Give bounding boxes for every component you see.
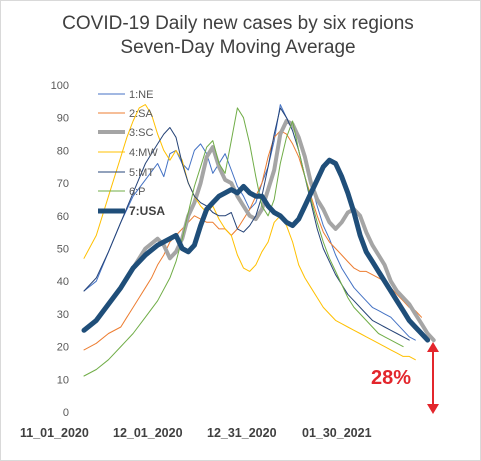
y-tick-label: 10 [57,374,69,386]
legend-label: 2:SA [129,108,154,120]
legend-label: 6:P [129,186,146,198]
legend-label: 7:USA [129,204,165,218]
drop-percentage-label: 28% [371,367,411,389]
legend-label: 3:SC [129,127,154,139]
series-line-1-ne [83,104,416,341]
y-tick-label: 20 [57,342,69,354]
legend-label: 1:NE [129,89,153,101]
x-tick-label: 12_31_2020 [207,426,277,440]
x-tick-label: 01_30_2021 [302,426,372,440]
x-tick-label: 11_01_2020 [20,426,89,440]
series-line-5-mt [83,107,410,341]
series-line-7-usa [81,157,431,343]
drop-arrow-head-down [427,404,439,414]
series-line-3-sc [82,119,436,343]
y-tick-label: 40 [57,276,69,288]
y-tick-label: 50 [57,244,69,256]
x-tick-label: 12_01_2020 [113,426,183,440]
y-tick-label: 30 [57,309,69,321]
series-line-4-mw [83,104,416,361]
y-tick-label: 80 [57,145,69,157]
series-line-2-sa [83,130,422,351]
y-tick-label: 70 [57,178,69,190]
series-line-6-p [83,107,404,377]
y-tick-label: 60 [57,211,69,223]
y-tick-label: 100 [51,80,69,92]
legend-label: 5:MT [129,167,154,179]
legend-label: 4:MW [129,147,158,159]
chart-title: COVID-19 Daily new cases by six regions [62,13,414,34]
y-tick-label: 0 [63,407,69,419]
y-tick-label: 90 [57,113,69,125]
chart-subtitle: Seven-Day Moving Average [120,37,355,58]
drop-arrow-head-up [427,342,439,352]
